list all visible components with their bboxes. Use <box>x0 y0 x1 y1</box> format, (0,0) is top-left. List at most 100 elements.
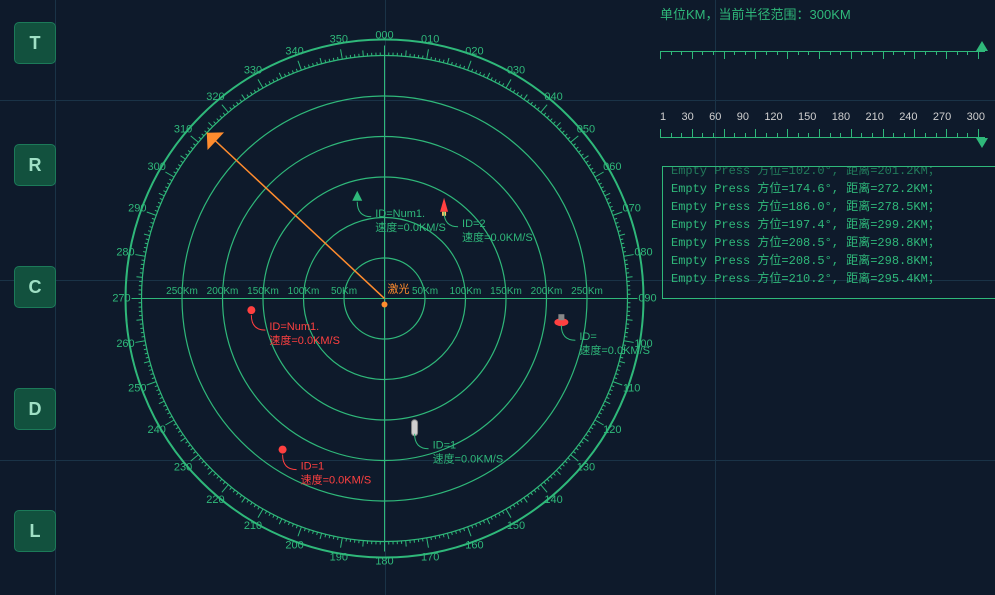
bearing-tick <box>146 357 149 358</box>
side-btn-l[interactable]: L <box>14 510 56 552</box>
scale-tick-minor <box>967 133 968 137</box>
log-line: Empty Press 方位=208.5°, 距离=298.8KM； <box>671 252 991 270</box>
bearing-tick <box>304 66 305 69</box>
scale-label: 120 <box>764 111 782 123</box>
bearing-tick <box>159 401 164 404</box>
bearing-tick <box>284 74 285 77</box>
bearing-tick <box>479 522 480 525</box>
bearing-tick <box>608 202 611 203</box>
bearing-tick <box>152 378 155 379</box>
bearing-tick <box>242 95 245 100</box>
bearing-tick <box>320 533 322 539</box>
bearing-tick <box>202 461 204 463</box>
bearing-tick <box>468 527 471 536</box>
bearing-tick <box>599 183 602 184</box>
bearing-tick <box>499 513 500 516</box>
scale-tick-minor <box>830 51 831 55</box>
ring-label: 200Km <box>531 286 563 297</box>
bearing-tick <box>576 448 578 450</box>
target-marker-triangle[interactable] <box>352 191 362 201</box>
bearing-tick <box>517 502 519 505</box>
bearing-tick <box>506 509 511 518</box>
log-line: Empty Press 方位=208.5°, 距离=298.8KM； <box>671 234 991 252</box>
bearing-tick <box>584 438 589 441</box>
target-marker-capsule[interactable] <box>412 420 418 436</box>
bearing-tick <box>559 128 561 130</box>
bearing-tick <box>537 487 539 489</box>
bearing-tick <box>236 102 238 104</box>
scale-tick-minor <box>808 51 809 55</box>
target-marker-rocket[interactable] <box>440 198 448 212</box>
side-btn-t[interactable]: T <box>14 22 56 64</box>
scale-tick-minor <box>766 133 767 137</box>
bearing-label: 290 <box>128 202 146 214</box>
bearing-tick <box>158 393 161 394</box>
side-btn-c[interactable]: C <box>14 266 56 308</box>
bearing-tick <box>220 479 222 481</box>
bearing-tick <box>622 247 625 248</box>
bearing-tick <box>616 222 619 223</box>
bearing-tick <box>506 79 511 88</box>
bearing-label: 000 <box>375 29 393 41</box>
bearing-label: 320 <box>206 91 224 103</box>
bearing-tick <box>456 63 457 66</box>
target-marker-dot[interactable] <box>247 306 255 314</box>
bearing-tick <box>611 210 614 211</box>
bearing-tick <box>406 50 407 56</box>
side-btn-d[interactable]: D <box>14 388 56 430</box>
bearing-tick <box>325 534 326 537</box>
bearing-tick <box>584 156 589 159</box>
target-marker-dot[interactable] <box>279 446 287 454</box>
scale-tick <box>787 129 788 137</box>
bearing-tick <box>296 69 297 72</box>
bearing-tick <box>431 57 432 60</box>
bearing-tick <box>619 361 625 363</box>
bearing-label: 160 <box>465 540 483 552</box>
target-label-id: ID=2 <box>462 218 486 230</box>
bearing-tick <box>160 198 163 199</box>
bearing-tick <box>439 59 440 62</box>
bearing-label: 010 <box>421 33 439 45</box>
bearing-tick <box>284 520 285 523</box>
bearing-tick <box>193 451 195 453</box>
target-label-speed: 速度=0.0KM/S <box>462 230 533 244</box>
bearing-tick <box>178 165 181 167</box>
radar-display[interactable]: 0000100200300400500600700800901001101201… <box>106 20 663 577</box>
target-ship-top <box>558 314 564 320</box>
bearing-tick <box>230 107 232 109</box>
scale-tick <box>724 129 725 137</box>
bearing-tick <box>158 202 161 203</box>
bearing-tick <box>181 156 186 159</box>
bearing-tick <box>586 434 588 436</box>
sweep-line <box>207 133 385 299</box>
bearing-tick <box>451 532 452 535</box>
bearing-tick <box>527 495 529 497</box>
scale-label: 30 <box>681 111 693 123</box>
bearing-tick <box>296 525 297 528</box>
bearing-tick <box>568 137 570 139</box>
bearing-tick <box>136 277 142 278</box>
bearing-label: 140 <box>544 494 562 506</box>
target-label-id: ID= <box>579 331 596 343</box>
range-scale-panel: 单位KM，当前半径范围：300KM 1306090120150180210240… <box>660 4 985 157</box>
bearing-tick <box>251 502 253 505</box>
bearing-tick <box>527 99 529 101</box>
bearing-label: 080 <box>634 247 652 259</box>
bearing-label: 110 <box>623 382 641 394</box>
bearing-tick <box>199 458 201 460</box>
bearing-label: 030 <box>507 65 525 77</box>
bearing-tick <box>181 161 183 163</box>
bearing-tick <box>176 427 179 429</box>
scale-tick <box>819 51 820 59</box>
bearing-tick <box>363 50 364 56</box>
bearing-tick <box>606 198 609 199</box>
scale-tick-minor <box>872 133 873 137</box>
scale-tick-minor <box>925 51 926 55</box>
bearing-tick <box>579 150 581 152</box>
bearing-tick <box>524 95 527 100</box>
bearing-tick <box>254 90 256 93</box>
side-btn-r[interactable]: R <box>14 144 56 186</box>
scale-label: 180 <box>832 111 850 123</box>
bearing-tick <box>472 525 473 528</box>
bearing-tick <box>556 470 560 474</box>
